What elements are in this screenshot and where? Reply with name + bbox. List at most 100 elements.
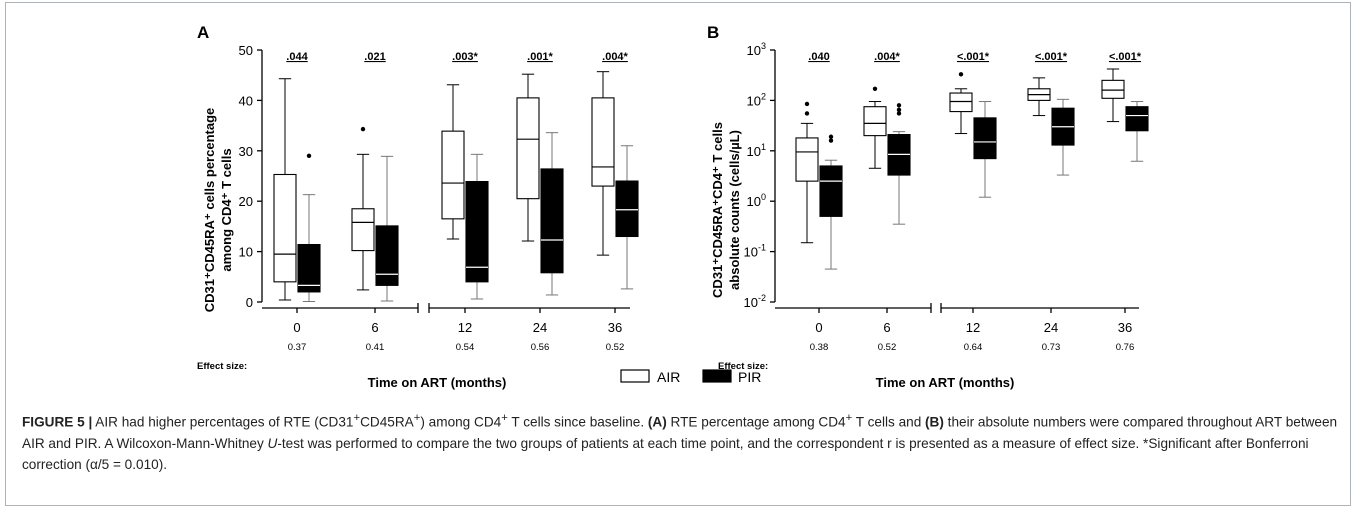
effect-size-value: 0.54 bbox=[456, 342, 475, 353]
panel-a-ylabel-line1: CD31⁺CD45RA⁺ cells percentage bbox=[202, 108, 217, 312]
effect-size-value: 0.52 bbox=[878, 342, 897, 353]
box-pir bbox=[819, 165, 843, 217]
figure-frame bbox=[5, 2, 1351, 506]
outlier-point bbox=[804, 101, 810, 107]
caption-text-3: ) among CD4 bbox=[420, 414, 502, 430]
box-pir bbox=[465, 180, 489, 283]
caption-u-italic: U bbox=[267, 435, 278, 451]
y-tick-label: 40 bbox=[239, 93, 253, 108]
outlier-point bbox=[872, 86, 878, 91]
p-value-label: .004* bbox=[874, 51, 900, 63]
legend-label-pir: PIR bbox=[738, 369, 761, 385]
box-air bbox=[1101, 79, 1125, 99]
caption-panel-a-ref: (A) bbox=[647, 414, 667, 430]
box-air bbox=[591, 97, 615, 187]
p-value-label: .004* bbox=[602, 51, 628, 63]
box-pir bbox=[1125, 106, 1149, 132]
box-pir bbox=[615, 180, 639, 238]
box-air bbox=[273, 173, 297, 283]
panel-a-effect-size-label: Effect size: bbox=[197, 361, 247, 372]
caption-text-1: AIR had higher percentages of RTE (CD31 bbox=[92, 414, 354, 430]
outlier-point bbox=[306, 153, 312, 159]
y-tick-label: 103 bbox=[747, 41, 766, 58]
y-tick-label: 20 bbox=[239, 194, 253, 209]
outlier-point bbox=[828, 138, 834, 143]
y-tick-label: 10 bbox=[239, 245, 253, 260]
outlier-point bbox=[896, 107, 902, 113]
box-air bbox=[351, 208, 375, 252]
x-tick-label: 36 bbox=[608, 320, 622, 335]
caption-text-6: T cells and bbox=[852, 414, 926, 430]
caption-figure-label: FIGURE 5 | bbox=[22, 414, 93, 430]
panel-a-plot-area: 0 10 20 30 40 50 0 0.37 .044 6 0.41 .021 12 0.54 .003*… bbox=[239, 43, 639, 353]
x-tick-label: 6 bbox=[371, 320, 378, 335]
y-tick-label: 30 bbox=[239, 144, 253, 159]
x-tick-label: 36 bbox=[1118, 320, 1132, 335]
x-tick-label: 0 bbox=[293, 320, 300, 335]
y-tick-label: 10-1 bbox=[744, 243, 766, 260]
panel-b-ylabel-line2: absolute counts (cells/µL) bbox=[727, 130, 742, 290]
panel-a-ylabel-line2: among CD4⁺ T cells bbox=[219, 148, 234, 271]
p-value-label: .040 bbox=[808, 51, 829, 63]
y-tick-label: 50 bbox=[239, 43, 253, 58]
caption-text-4: T cells since baseline. bbox=[507, 414, 648, 430]
p-value-label: <.001* bbox=[957, 51, 990, 63]
panel-b-ylabel-line1: CD31⁺CD45RA⁺CD4⁺ T cells bbox=[710, 122, 725, 298]
effect-size-value: 0.52 bbox=[606, 342, 625, 353]
p-value-label: .044 bbox=[286, 51, 308, 63]
box-pir bbox=[375, 225, 399, 286]
panel-b-effect-size-label: Effect size: bbox=[718, 361, 768, 372]
panel-a-letter: A bbox=[197, 23, 209, 42]
caption-sup-2: + bbox=[413, 412, 421, 424]
p-value-label: <.001* bbox=[1109, 51, 1142, 63]
effect-size-value: 0.37 bbox=[288, 342, 307, 353]
effect-size-value: 0.41 bbox=[366, 342, 385, 353]
outlier-point bbox=[828, 134, 834, 139]
outlier-point bbox=[360, 126, 366, 132]
x-tick-label: 24 bbox=[1044, 320, 1058, 335]
caption-text-8: -test was performed to compare the two g… bbox=[22, 435, 1309, 472]
caption-sup-5: + bbox=[845, 412, 853, 424]
caption-text-2: CD45RA bbox=[360, 414, 414, 430]
panel-b-xlabel: Time on ART (months) bbox=[876, 375, 1015, 390]
box-pir bbox=[297, 243, 321, 293]
legend-swatch-air bbox=[620, 369, 650, 383]
box-pir bbox=[973, 117, 997, 160]
y-tick-label: 102 bbox=[747, 91, 766, 108]
effect-size-value: 0.76 bbox=[1116, 342, 1135, 353]
x-tick-label: 12 bbox=[966, 320, 980, 335]
effect-size-value: 0.64 bbox=[964, 342, 983, 353]
x-tick-label: 0 bbox=[815, 320, 822, 335]
legend-label-air: AIR bbox=[657, 369, 680, 385]
figure-caption: FIGURE 5 | AIR had higher percentages of… bbox=[22, 408, 1340, 475]
box-air bbox=[949, 92, 973, 113]
p-value-label: <.001* bbox=[1035, 51, 1068, 63]
legend-swatch-pir bbox=[702, 369, 732, 383]
p-value-label: .021 bbox=[364, 51, 385, 63]
y-tick-label: 100 bbox=[747, 192, 766, 209]
x-tick-label: 6 bbox=[883, 320, 890, 335]
box-air bbox=[516, 97, 540, 200]
outlier-point bbox=[804, 111, 810, 116]
panel-a: A CD31⁺CD45RA⁺ cells percentage among CD… bbox=[197, 23, 639, 390]
caption-text-7: their absolute numbers were compared thr… bbox=[22, 414, 1338, 451]
effect-size-value: 0.38 bbox=[810, 342, 829, 353]
legend: AIR PIR bbox=[620, 369, 761, 385]
panel-a-xlabel: Time on ART (months) bbox=[368, 375, 507, 390]
outlier-point bbox=[958, 72, 964, 77]
effect-size-value: 0.73 bbox=[1042, 342, 1061, 353]
box-air bbox=[863, 106, 887, 137]
y-tick-label: 101 bbox=[747, 142, 766, 159]
p-value-label: .001* bbox=[527, 51, 553, 63]
caption-sup-1: + bbox=[353, 412, 361, 424]
outlier-point bbox=[896, 111, 902, 116]
caption-text-5: RTE percentage among CD4 bbox=[666, 414, 846, 430]
panel-b: B CD31⁺CD45RA⁺CD4⁺ T cells absolute coun… bbox=[707, 23, 1149, 390]
box-air bbox=[795, 137, 819, 182]
caption-panel-b-ref: (B) bbox=[925, 414, 944, 430]
panel-b-plot-area: 10-2 10-1 100 101 102 103 0 0.38 .040 6 0.52 .004* 1… bbox=[744, 41, 1149, 353]
p-value-label: .003* bbox=[452, 51, 478, 63]
x-tick-label: 24 bbox=[533, 320, 547, 335]
y-tick-label: 0 bbox=[246, 295, 253, 310]
panel-b-letter: B bbox=[707, 23, 719, 42]
